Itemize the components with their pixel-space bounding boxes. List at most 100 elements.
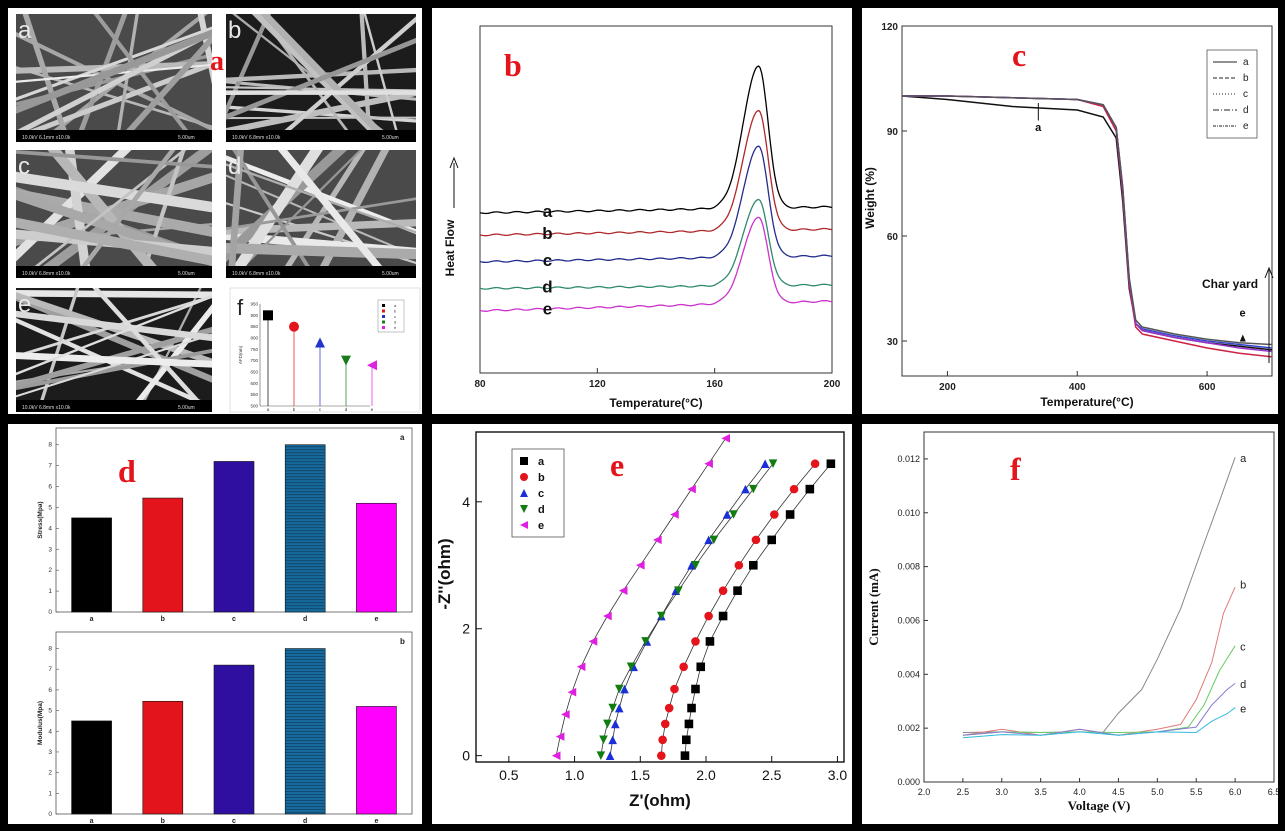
inset-f-legend-swatch xyxy=(382,304,385,307)
panel-d-bottom-ytick: 0 xyxy=(48,811,52,818)
panel-c-legend-label: e xyxy=(1243,121,1249,132)
panel-c-xtick: 200 xyxy=(939,382,956,393)
sem-fiber xyxy=(72,150,176,278)
panel-f-xtick: 6.0 xyxy=(1229,787,1242,797)
sem-scale-text: 10.0kV 6.8mm x10.0k xyxy=(232,135,281,141)
sem-fiber xyxy=(16,171,212,213)
sem-fiber xyxy=(36,288,80,412)
inset-f-legend-swatch xyxy=(382,309,385,313)
panel-f: 2.0 2.5 3.0 3.5 4.0 4.5 5.0 5.5 6.0 6.5 0.000 0.002… xyxy=(862,424,1278,824)
panel-e-point-b xyxy=(704,611,713,621)
panel-e-point-b xyxy=(679,662,688,672)
panel-e-point-b xyxy=(718,586,728,595)
panel-e-xtick: 3.0 xyxy=(828,767,848,783)
panel-e-point-c xyxy=(722,510,732,519)
panel-e-point-e xyxy=(670,510,679,519)
sem-fiber xyxy=(16,29,212,114)
panel-c-ytick: 60 xyxy=(887,232,899,243)
panel-f-xtick: 2.5 xyxy=(957,787,970,797)
inset-f-legend-swatch xyxy=(382,320,385,324)
panel-d-top-sublabel: a xyxy=(400,433,405,442)
panel-e-xtick: 2.0 xyxy=(696,767,716,783)
panel-f-ytick: 0.006 xyxy=(897,615,920,625)
inset-f-xtick: e xyxy=(371,407,374,412)
panel-f-series-d xyxy=(962,683,1236,736)
panel-d-top-bar xyxy=(284,444,326,613)
panel-b-series-a xyxy=(479,65,833,215)
panel-e-point-a xyxy=(684,719,694,729)
panel-d-top-ytick: 4 xyxy=(48,525,52,532)
panel-d-bottom-xtick: a xyxy=(90,818,94,824)
sem-fibers xyxy=(16,14,212,142)
sem-bar-text: 5.00um xyxy=(178,271,195,277)
panel-e-point-d xyxy=(729,510,738,519)
sem-label: e xyxy=(18,291,31,318)
sem-fiber xyxy=(16,150,212,169)
panel-e-point-e xyxy=(653,535,662,545)
panel-e-point-a xyxy=(733,586,742,595)
inset-f-ytick: 750 xyxy=(250,347,258,352)
panel-d-bottom-ytick: 7 xyxy=(48,666,52,673)
panel-e-xtick: 0.5 xyxy=(499,767,519,783)
panel-d-label: d xyxy=(118,453,136,489)
panel-e-point-a xyxy=(680,751,690,760)
panel-d-bottom-ytick: 2 xyxy=(48,770,52,777)
panel-e-point-e xyxy=(567,687,577,697)
panel-d-bottom-ytick: 8 xyxy=(48,646,52,653)
sem-fiber xyxy=(16,289,212,299)
panel-b-xtick: 160 xyxy=(706,379,723,390)
panel-b: 80 120 160 200 Temperature(°C) Heat Flow b a b c d… xyxy=(432,8,852,414)
panel-e-legend-label: c xyxy=(538,488,544,500)
panel-f-xtick: 6.5 xyxy=(1268,787,1278,797)
panel-f-ytick: 0.012 xyxy=(897,454,920,464)
sem-bar-text: 5.00um xyxy=(178,135,195,141)
panel-a: 10.0kV 6.1mm x10.0k 5.00um a 10.0kV 6.8mm x… xyxy=(8,8,422,414)
inset-f-ytick: 700 xyxy=(250,358,258,363)
sem-fibers xyxy=(16,288,212,412)
sem-bar-text: 5.00um xyxy=(178,405,195,411)
panel-e-point-e xyxy=(576,662,586,672)
panel-e-point-b xyxy=(657,751,666,760)
panel-e-series-line-a xyxy=(684,463,832,756)
sem-fibers xyxy=(16,150,212,278)
panel-f-ytick: 0.002 xyxy=(897,723,920,733)
sem-fiber xyxy=(16,61,212,141)
inset-f-legend-label: e xyxy=(394,325,397,330)
sem-fiber xyxy=(226,197,416,231)
panel-d-bottom-xtick: b xyxy=(161,818,165,824)
panel-e-point-c xyxy=(741,484,750,494)
inset-f-point xyxy=(289,321,299,332)
panel-c-ytick: 30 xyxy=(887,337,899,348)
panel-b-label: b xyxy=(504,47,522,83)
sem-label: c xyxy=(18,153,30,180)
panel-c-legend-label: a xyxy=(1243,57,1249,68)
sem-fiber xyxy=(16,295,212,376)
sem-image-e: 10.0kV 6.8mm x10.0k 5.00um e xyxy=(16,288,212,412)
panel-b-series-label: a xyxy=(543,202,553,221)
panel-e-point-d xyxy=(674,586,683,595)
sem-fiber xyxy=(226,37,416,120)
panel-e-ytick: 0 xyxy=(462,748,470,764)
panel-e-point-a xyxy=(681,735,691,745)
panel-c-frame xyxy=(901,25,1273,377)
panel-d-top-ytick: 1 xyxy=(48,588,52,595)
panel-f-chart: 2.0 2.5 3.0 3.5 4.0 4.5 5.0 5.5 6.0 6.5 0.000 0.002… xyxy=(866,431,1278,813)
sem-info-bar xyxy=(226,266,416,278)
panel-c-legend-label: b xyxy=(1243,73,1249,84)
panel-e-point-a xyxy=(785,510,795,519)
inset-f-xtick: b xyxy=(293,407,296,412)
panel-f-series-b xyxy=(962,586,1236,736)
sem-info-bar xyxy=(226,130,416,142)
panel-c-legend-label: c xyxy=(1243,89,1248,100)
panel-d-top-ytick: 6 xyxy=(48,484,52,491)
inset-f-xtick: a xyxy=(267,407,270,412)
panel-b-xlabel: Temperature(°C) xyxy=(609,396,702,410)
panel-c-xlabel: Temperature(°C) xyxy=(1040,395,1133,409)
panel-e-point-d xyxy=(709,535,719,545)
panel-e-point-c xyxy=(611,719,620,729)
sem-fiber xyxy=(226,89,416,135)
inset-f-ytick: 600 xyxy=(250,381,258,386)
panel-e-point-e xyxy=(561,710,570,719)
panel-d-top-ytick: 7 xyxy=(48,463,52,470)
panel-d-top-bar xyxy=(213,461,255,613)
